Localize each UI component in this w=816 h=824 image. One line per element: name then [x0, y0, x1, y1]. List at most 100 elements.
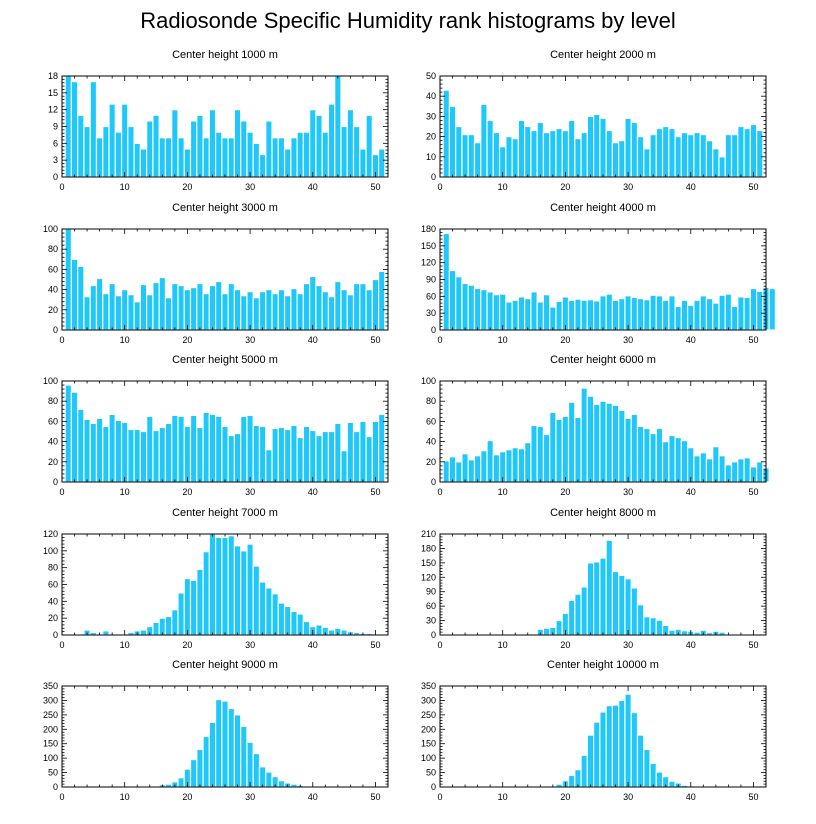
histogram-bar	[315, 434, 323, 483]
histogram-panel: Center height 10000 m 0 10 20 30 40 50 0 50 100 15…	[421, 659, 767, 802]
x-tick-label: 40	[686, 335, 696, 345]
histogram-bar	[183, 425, 192, 483]
panel-title: Center height 10000 m	[547, 659, 659, 671]
histogram-bar	[120, 103, 129, 178]
histogram-bar	[202, 551, 210, 636]
panel-title: Center height 6000 m	[550, 354, 656, 366]
histogram-bar	[455, 276, 463, 331]
histogram-bar	[743, 127, 751, 178]
histogram-bar	[70, 258, 79, 331]
histogram-bar	[536, 301, 545, 331]
histogram-bar	[599, 557, 607, 636]
histogram-bar	[146, 415, 154, 483]
histogram-bar	[302, 620, 311, 636]
y-tick-label: 80	[48, 396, 58, 406]
y-tick-label: 15	[48, 88, 58, 98]
x-tick-label: 0	[437, 792, 442, 802]
histogram-bar	[233, 432, 242, 483]
x-tick-label: 50	[370, 792, 380, 802]
histogram-bar	[624, 417, 632, 483]
histogram-bar	[605, 129, 614, 178]
x-tick-label: 40	[686, 182, 696, 192]
histogram-bar	[680, 131, 689, 178]
histogram-bar	[246, 291, 254, 331]
x-tick-label: 50	[748, 792, 758, 802]
histogram-bar	[655, 127, 664, 178]
histogram-bar	[315, 284, 323, 331]
histogram-bar	[605, 705, 614, 788]
histogram-bar	[127, 294, 135, 331]
y-tick-label: 40	[426, 437, 436, 447]
y-tick-label: 0	[53, 630, 58, 640]
histogram-bar	[668, 629, 676, 636]
x-tick-label: 0	[59, 182, 64, 192]
histogram-bar	[461, 133, 469, 178]
histogram-bar	[95, 137, 104, 178]
histogram-bar	[252, 565, 261, 636]
histogram-bar	[724, 133, 733, 178]
y-tick-label: 30	[426, 111, 436, 121]
histogram-bar	[486, 119, 494, 178]
histogram-bar	[567, 119, 576, 178]
histogram-bar	[618, 140, 626, 178]
histogram-bar	[687, 447, 695, 483]
histogram-bar	[371, 278, 380, 331]
histogram-bar	[542, 294, 551, 331]
histogram-bar	[271, 593, 279, 636]
histogram-bar	[680, 439, 689, 483]
histogram-bar	[680, 630, 689, 636]
histogram-bar	[189, 120, 198, 178]
histogram-bar	[265, 449, 273, 483]
histogram-bar	[730, 305, 739, 331]
histogram-bar	[77, 114, 85, 178]
x-tick-label: 30	[623, 335, 633, 345]
histogram-bar	[120, 289, 129, 331]
histogram-bar	[705, 140, 714, 178]
histogram-bar	[346, 109, 355, 178]
histogram-bar	[265, 289, 273, 331]
histogram-bar	[611, 404, 620, 483]
histogram-bar	[158, 137, 167, 178]
histogram-bar	[327, 629, 336, 636]
x-tick-label: 40	[308, 487, 318, 497]
panel-title: Center height 2000 m	[550, 49, 656, 61]
histogram-bar	[352, 282, 361, 331]
histogram-bar	[693, 131, 701, 178]
histogram-bar	[77, 408, 85, 483]
histogram-bar	[442, 232, 451, 331]
histogram-bar	[252, 142, 261, 178]
histogram-bar	[611, 570, 620, 636]
histogram-bar	[680, 299, 689, 331]
histogram-bar	[114, 131, 123, 178]
histogram-bar	[643, 616, 651, 636]
histogram-bar	[768, 287, 777, 331]
histogram-bar	[246, 741, 254, 788]
x-tick-label: 40	[308, 792, 318, 802]
histogram-bar	[592, 403, 601, 483]
histogram-bar	[567, 774, 576, 788]
histogram-bar	[636, 297, 645, 331]
histogram-bar	[699, 133, 708, 178]
y-tick-label: 20	[48, 305, 58, 315]
histogram-bar	[359, 420, 367, 483]
histogram-bar	[524, 442, 532, 483]
histogram-bar	[649, 133, 657, 178]
y-tick-label: 90	[426, 587, 436, 597]
histogram-bar	[89, 81, 98, 178]
histogram-bar	[346, 294, 355, 331]
histogram-bar	[724, 293, 733, 331]
histogram-bar	[240, 415, 248, 483]
histogram-bar	[246, 543, 254, 636]
panel-title: Center height 4000 m	[550, 202, 656, 214]
histogram-bar	[486, 439, 494, 483]
histogram-bar	[649, 617, 657, 636]
histogram-bar	[240, 550, 248, 636]
histogram-bar	[183, 289, 192, 331]
histogram-bar	[189, 286, 198, 331]
histogram-bar	[114, 295, 123, 331]
histogram-bar	[555, 127, 563, 178]
histogram-bar	[290, 137, 298, 178]
histogram-bar	[214, 131, 223, 178]
histogram-bar	[505, 136, 513, 178]
histogram-bar	[158, 276, 167, 331]
